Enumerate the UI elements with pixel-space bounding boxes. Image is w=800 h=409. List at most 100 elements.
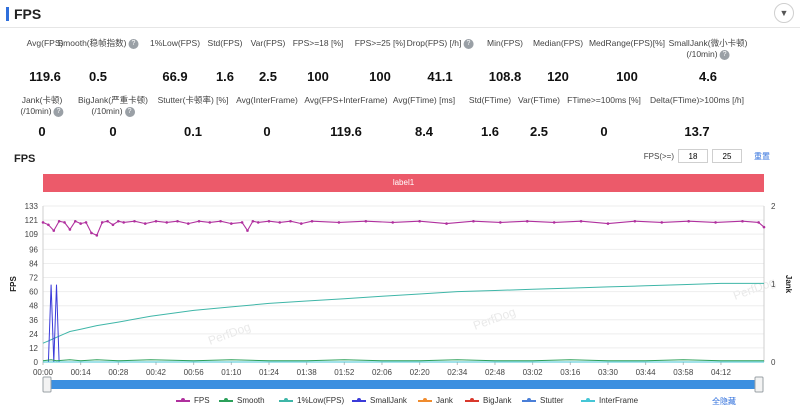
- metric-label: Avg(FPS): [26, 38, 64, 48]
- fps-point: [122, 221, 126, 224]
- fps-point: [57, 219, 61, 223]
- help-icon[interactable]: ?: [53, 106, 64, 117]
- metric-label: MedRange(FPS)[%]: [588, 38, 666, 48]
- hide-all-toggle[interactable]: 全隐藏: [712, 397, 736, 406]
- chart-section-title: FPS: [14, 153, 36, 165]
- metric-value: 119.6: [330, 124, 362, 139]
- x-tick-label: 03:44: [636, 368, 657, 377]
- metric-value: 2.5: [258, 69, 278, 84]
- metric-value: 13.7: [684, 124, 710, 139]
- metric-value: 1.6: [480, 124, 500, 139]
- metric-value: 100: [307, 69, 329, 84]
- y2-tick-label: 2: [771, 202, 776, 211]
- fps-threshold-low-input[interactable]: [678, 149, 708, 163]
- range-handle-right[interactable]: [754, 376, 764, 393]
- range-slider-track[interactable]: [47, 380, 759, 389]
- legend-swatch: [418, 397, 432, 402]
- fps-point: [579, 219, 583, 223]
- legend-item[interactable]: 1%Low(FPS): [279, 396, 344, 405]
- metric-value: 0: [38, 124, 46, 139]
- metric-label: BigJank(严重卡顿): [78, 95, 148, 105]
- metric-value: 100: [369, 69, 391, 84]
- watermark-text: PerfDog: [471, 305, 517, 333]
- metric-card: BigJank(严重卡顿) (/10min)? 0: [78, 95, 148, 139]
- fps-point: [100, 221, 104, 224]
- fps-point: [219, 219, 222, 223]
- fps-point: [267, 219, 271, 223]
- help-icon[interactable]: ?: [719, 49, 730, 60]
- metric-value: 2.5: [529, 124, 549, 139]
- fps-point: [47, 223, 50, 227]
- chart-legend: 全隐藏 FPS Smooth 1%Low(FPS) SmallJank Jank BigJ…: [0, 396, 800, 408]
- fps-point: [278, 221, 282, 224]
- help-icon[interactable]: ?: [124, 106, 135, 117]
- legend-item[interactable]: FPS: [176, 396, 210, 405]
- metric-card: Avg(InterFrame) 0: [236, 95, 298, 139]
- fps-point: [687, 219, 690, 223]
- y2-tick-label: 1: [771, 280, 776, 289]
- metric-label: Median(FPS): [532, 38, 584, 48]
- metric-value: 41.1: [427, 69, 453, 84]
- x-tick-label: 00:42: [146, 368, 167, 377]
- fps-point: [95, 234, 99, 237]
- fps-point: [246, 229, 249, 232]
- fps-point: [499, 221, 502, 224]
- fps-point: [52, 229, 56, 232]
- label-bar[interactable]: label1: [43, 174, 764, 192]
- panel-title: FPS: [14, 6, 42, 22]
- metric-label: Std(FTime): [468, 95, 512, 105]
- x-tick-label: 00:56: [184, 368, 205, 377]
- series-line: [43, 284, 764, 363]
- fps-point: [41, 221, 45, 224]
- fps-point: [552, 221, 556, 224]
- fps-point: [133, 219, 136, 223]
- fps-point: [391, 221, 395, 224]
- metric-label: FPS>=18 [%]: [292, 38, 344, 48]
- metric-value: 4.6: [698, 69, 718, 84]
- metric-value: 0: [600, 124, 608, 139]
- legend-swatch: [522, 397, 536, 402]
- legend-item[interactable]: InterFrame: [581, 396, 638, 405]
- metric-card: FPS>=25 [%] 100: [355, 38, 406, 84]
- x-tick-label: 02:48: [485, 368, 506, 377]
- help-icon[interactable]: ?: [128, 38, 139, 49]
- range-handle-left[interactable]: [42, 376, 52, 393]
- y-tick-label: 12: [29, 344, 38, 353]
- y-tick-label: 96: [29, 245, 38, 254]
- legend-item[interactable]: BigJank: [465, 396, 511, 405]
- collapse-chevron-icon[interactable]: ▼: [774, 3, 794, 23]
- metric-value: 0: [263, 124, 271, 139]
- fps-point: [337, 221, 341, 224]
- fps-point: [240, 221, 244, 224]
- x-tick-label: 04:12: [711, 368, 732, 377]
- help-icon[interactable]: ?: [463, 38, 474, 49]
- y-tick-label: 121: [25, 216, 39, 225]
- metric-label: 1%Low(FPS): [149, 38, 201, 48]
- x-tick-label: 00:00: [33, 368, 54, 377]
- fps-point: [117, 219, 120, 223]
- fps-point: [230, 222, 233, 225]
- series-line: [42, 359, 764, 362]
- fps-point: [364, 219, 368, 223]
- reset-link[interactable]: 重置: [754, 151, 770, 161]
- fps-point: [762, 225, 766, 229]
- x-tick-label: 00:28: [108, 368, 129, 377]
- x-tick-label: 03:16: [560, 368, 581, 377]
- metric-label: FTime>=100ms [%]: [567, 95, 641, 105]
- fps-point: [186, 222, 190, 225]
- fps-point: [111, 223, 115, 227]
- legend-swatch: [465, 397, 479, 402]
- metric-value: 100: [616, 69, 638, 84]
- y-tick-label: 109: [25, 230, 39, 239]
- y-tick-label: 72: [29, 274, 38, 283]
- y-tick-label: 36: [29, 316, 38, 325]
- fps-threshold-high-input[interactable]: [712, 149, 742, 163]
- metric-value: 108.8: [488, 69, 522, 84]
- legend-item[interactable]: SmallJank: [352, 396, 407, 405]
- legend-item[interactable]: Smooth: [219, 396, 265, 405]
- legend-item[interactable]: Stutter: [522, 396, 564, 405]
- fps-point: [79, 222, 82, 225]
- legend-item[interactable]: Jank: [418, 396, 453, 405]
- x-tick-label: 03:58: [673, 368, 694, 377]
- y2-tick-label: 0: [771, 358, 776, 367]
